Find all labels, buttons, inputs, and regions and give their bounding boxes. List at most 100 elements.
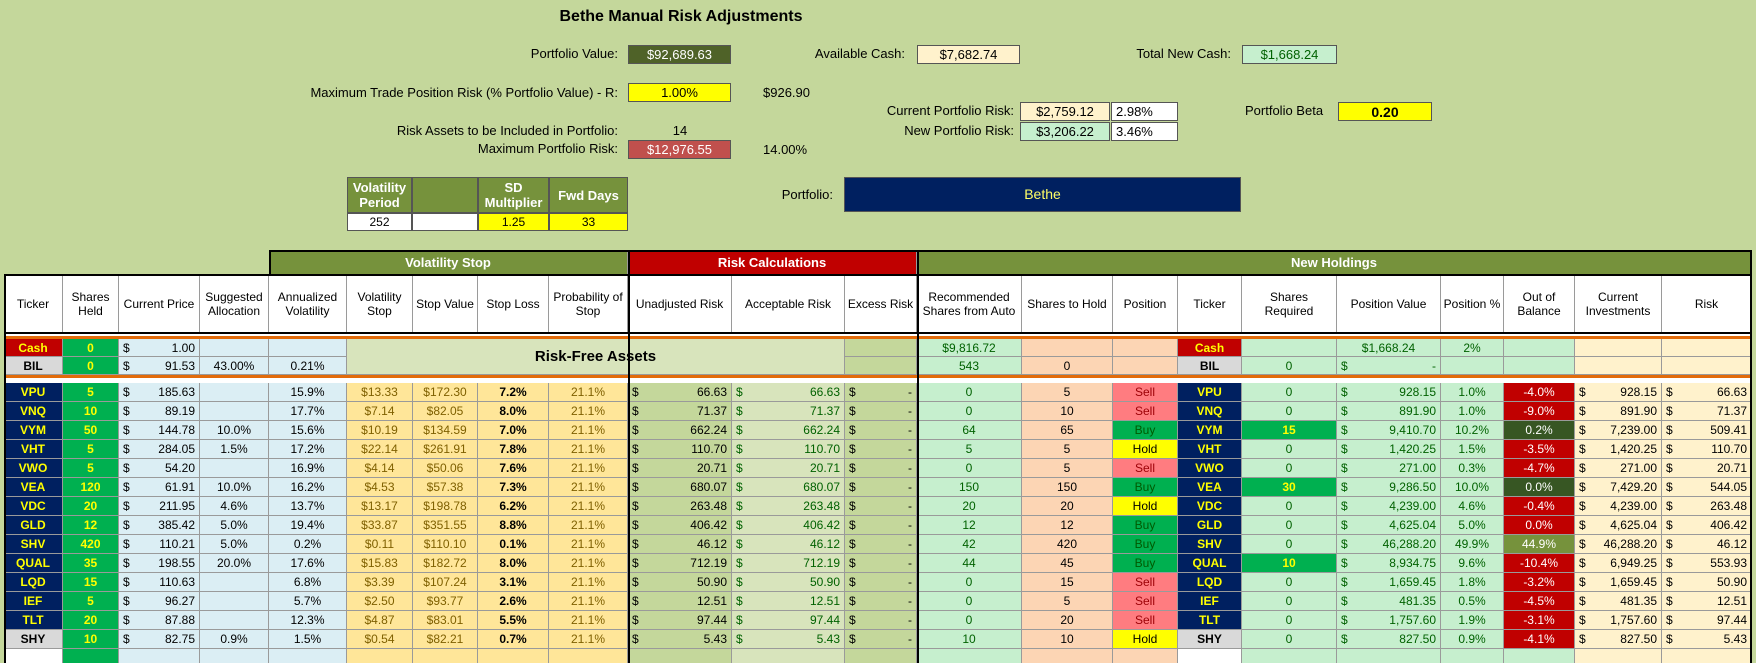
cell: Buy [1113, 421, 1178, 440]
cell [200, 611, 269, 630]
cell: 20 [917, 497, 1022, 516]
cell-value: 1,420.25 [1610, 442, 1657, 456]
cell: $891.90 [1575, 402, 1662, 421]
cell: Sell [1113, 402, 1178, 421]
cell: $7.14 [347, 402, 413, 421]
cell: 0 [1242, 383, 1337, 402]
cell: $263.48 [732, 497, 845, 516]
currency: $ [123, 358, 130, 373]
cell [732, 649, 845, 663]
currency: $ [1579, 537, 1586, 551]
cell: $198.78 [413, 497, 478, 516]
cell: $97.44 [732, 611, 845, 630]
cell: 20 [1022, 497, 1113, 516]
cell: $2.50 [347, 592, 413, 611]
cell-value: 9,410.70 [1389, 423, 1436, 437]
cell: $66.63 [1662, 383, 1752, 402]
cell-value: 46.12 [1716, 537, 1747, 551]
cell: VDC [4, 497, 63, 516]
cell [845, 649, 917, 663]
cell-value: 827.50 [1399, 632, 1436, 646]
cell: LQD [1178, 573, 1242, 592]
cell: Hold [1113, 497, 1178, 516]
currency: $ [1579, 480, 1586, 494]
cell-value: 71.37 [1716, 404, 1747, 418]
cell: 0 [917, 402, 1022, 421]
cell: $4,239.00 [1337, 497, 1441, 516]
cell: $172.30 [413, 383, 478, 402]
param-header: Fwd Days [549, 177, 628, 213]
cell: 0 [63, 339, 119, 357]
currency: $ [632, 537, 639, 551]
cell: 10.0% [1441, 478, 1504, 497]
column-header: Out of Balance [1504, 275, 1575, 333]
cell: VWO [4, 459, 63, 478]
currency: $ [849, 537, 856, 551]
cell [1022, 649, 1113, 663]
currency: $ [1666, 480, 1673, 494]
currency: $ [849, 613, 856, 627]
currency: $ [736, 480, 743, 494]
currency: $ [1666, 404, 1673, 418]
currency: $ [632, 442, 639, 456]
cell-value: - [908, 404, 912, 418]
cell: VPU [4, 383, 63, 402]
cell: -4.7% [1504, 459, 1575, 478]
cell: $82.05 [413, 402, 478, 421]
border [4, 274, 1752, 276]
cell: $110.63 [119, 573, 200, 592]
cell: $12.51 [628, 592, 732, 611]
currency: $ [632, 461, 639, 475]
param-value: 1.25 [478, 213, 549, 231]
cell: 65 [1022, 421, 1113, 440]
border [269, 250, 271, 275]
label: Total New Cash: [1136, 46, 1231, 61]
value: 14 [672, 123, 688, 138]
currency: $ [1579, 632, 1586, 646]
cell: 10 [1022, 630, 1113, 649]
cell: $481.35 [1337, 592, 1441, 611]
cell: 0 [1242, 516, 1337, 535]
cell-value: 4,239.00 [1389, 499, 1436, 513]
cell [845, 339, 917, 357]
column-header: Ticker [4, 275, 63, 333]
currency: $ [1666, 499, 1673, 513]
cell: VHT [4, 440, 63, 459]
cell: 0 [63, 357, 119, 375]
cell-value: 54.20 [164, 461, 195, 475]
cell: 5 [917, 440, 1022, 459]
cell: 5 [1022, 459, 1113, 478]
cell: Buy [1113, 516, 1178, 535]
cell: $284.05 [119, 440, 200, 459]
cell: 0 [1242, 611, 1337, 630]
cell-value: 891.90 [1399, 404, 1436, 418]
currency: $ [1579, 594, 1586, 608]
cell: 21.1% [549, 421, 628, 440]
cell-value: 50.90 [1716, 575, 1747, 589]
cell: $263.48 [1662, 497, 1752, 516]
cell: 5 [1022, 440, 1113, 459]
cell-value: 509.41 [1710, 423, 1747, 437]
cell: SHV [1178, 535, 1242, 554]
cell: 1.8% [1441, 573, 1504, 592]
cell: 7.0% [478, 421, 549, 440]
value: 1.00% [628, 83, 731, 102]
cell-value: 544.05 [1710, 480, 1747, 494]
cell-value: 481.35 [1399, 594, 1436, 608]
cell: $87.88 [119, 611, 200, 630]
cell-value: 211.95 [159, 499, 195, 513]
cell-value: 263.48 [803, 499, 840, 513]
cell: $ - [845, 573, 917, 592]
currency: $ [1666, 575, 1673, 589]
label: Current Portfolio Risk: [886, 103, 1014, 118]
cell: $271.00 [1337, 459, 1441, 478]
cell: 0 [1242, 402, 1337, 421]
currency: $ [123, 404, 130, 418]
column-header: Shares Held [63, 275, 119, 333]
cell: 150 [1022, 478, 1113, 497]
currency: $ [1579, 442, 1586, 456]
cell: $4,625.04 [1575, 516, 1662, 535]
cell: IEF [4, 592, 63, 611]
currency: $ [849, 518, 856, 532]
cell: $385.42 [119, 516, 200, 535]
